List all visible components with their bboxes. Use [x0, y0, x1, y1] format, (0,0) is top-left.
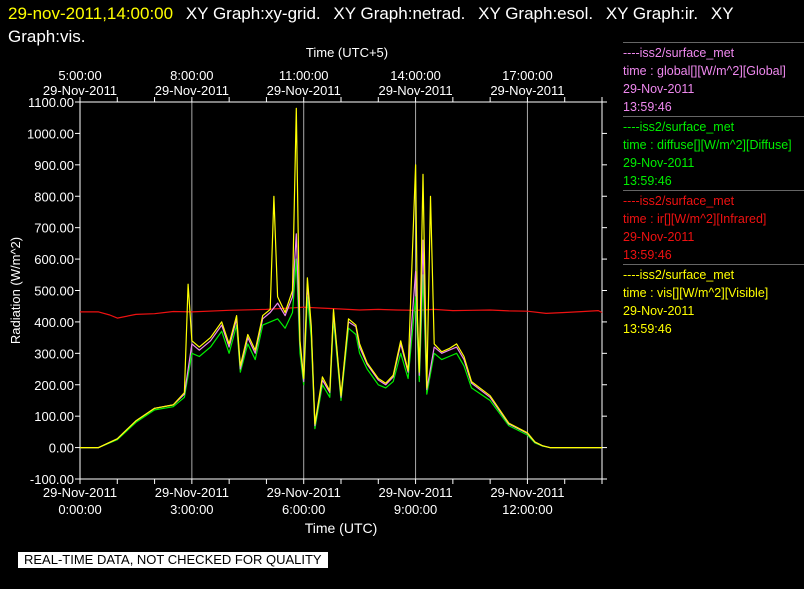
plot-frame	[79, 101, 603, 480]
top-axis-label: Time (UTC+5)	[306, 45, 388, 60]
top-tick-date: 29-Nov-2011	[378, 83, 452, 98]
y-tick-label: 600.00	[34, 252, 74, 267]
legend-date: 29-Nov-2011	[623, 304, 695, 318]
legend-time: 13:59:46	[623, 174, 672, 188]
top-tick-date: 29-Nov-2011	[155, 83, 229, 98]
y-tick-label: 1000.00	[27, 126, 74, 141]
x-axis-label: Time (UTC)	[305, 520, 378, 536]
legend-source: ----iss2/surface_met	[623, 268, 735, 282]
title-bar: 29-nov-2011,14:00:00 XY Graph:xy-grid. X…	[8, 2, 798, 48]
x-tick-date: 29-Nov-2011	[378, 485, 452, 500]
legend: ----iss2/surface_met time : global[][W/m…	[623, 42, 804, 338]
y-tick-label: 800.00	[34, 189, 74, 204]
legend-time: 13:59:46	[623, 100, 672, 114]
y-tick-label: 500.00	[34, 284, 74, 299]
legend-time: 13:59:46	[623, 248, 672, 262]
x-tick-time: 12:00:00	[502, 502, 553, 517]
y-axis-label: Radiation (W/m^2)	[8, 237, 23, 344]
legend-source: ----iss2/surface_met	[623, 120, 735, 134]
x-tick-date: 29-Nov-2011	[267, 485, 341, 500]
top-tick-time: 5:00:00	[58, 68, 101, 83]
timestamp: 29-nov-2011,14:00:00	[8, 4, 174, 23]
top-tick-date: 29-Nov-2011	[267, 83, 341, 98]
x-tick-date: 29-Nov-2011	[43, 485, 117, 500]
x-tick-time: 0:00:00	[58, 502, 101, 517]
legend-date: 29-Nov-2011	[623, 230, 695, 244]
legend-source: ----iss2/surface_met	[623, 194, 735, 208]
graph-label: XY Graph:esol.	[478, 4, 594, 23]
legend-entry-ir[interactable]: ----iss2/surface_met time : ir[][W/m^2][…	[623, 190, 804, 264]
y-tick-label: 400.00	[34, 315, 74, 330]
legend-entry-vis[interactable]: ----iss2/surface_met time : vis[][W/m^2]…	[623, 264, 804, 338]
graph-label: XY Graph:netrad.	[333, 4, 466, 23]
series-line-vis	[80, 107, 602, 449]
top-tick-time: 17:00:00	[502, 68, 553, 83]
y-tick-label: 100.00	[34, 409, 74, 424]
series-line-diffuse	[80, 258, 602, 449]
top-tick-time: 8:00:00	[170, 68, 213, 83]
y-tick-label: 700.00	[34, 221, 74, 236]
x-tick-time: 6:00:00	[282, 502, 325, 517]
graph-label: XY Graph:vis.	[8, 4, 734, 46]
series-line-global	[80, 233, 602, 449]
x-tick-time: 3:00:00	[170, 502, 213, 517]
legend-label: time : diffuse[][W/m^2][Diffuse]	[623, 138, 792, 152]
top-tick-date: 29-Nov-2011	[490, 83, 564, 98]
legend-label: time : global[][W/m^2][Global]	[623, 64, 786, 78]
x-tick-date: 29-Nov-2011	[490, 485, 564, 500]
legend-date: 29-Nov-2011	[623, 82, 695, 96]
series-line-ir	[80, 306, 603, 319]
y-tick-label: 300.00	[34, 346, 74, 361]
graph-label: XY Graph:xy-grid.	[185, 4, 321, 23]
quality-notice: REAL-TIME DATA, NOT CHECKED FOR QUALITY	[18, 552, 328, 568]
graph-label: XY Graph:ir.	[605, 4, 699, 23]
y-tick-label: 200.00	[34, 378, 74, 393]
legend-date: 29-Nov-2011	[623, 156, 695, 170]
y-tick-label: 0.00	[49, 441, 74, 456]
legend-label: time : vis[][W/m^2][Visible]	[623, 286, 769, 300]
legend-entry-global[interactable]: ----iss2/surface_met time : global[][W/m…	[623, 42, 804, 116]
top-tick-time: 11:00:00	[279, 68, 329, 83]
top-tick-time: 14:00:00	[390, 68, 441, 83]
legend-entry-diffuse[interactable]: ----iss2/surface_met time : diffuse[][W/…	[623, 116, 804, 190]
legend-time: 13:59:46	[623, 322, 672, 336]
y-tick-label: 1100.00	[28, 95, 74, 110]
legend-label: time : ir[][W/m^2][Infrared]	[623, 212, 767, 226]
y-tick-label: 900.00	[34, 158, 74, 173]
x-tick-time: 9:00:00	[394, 502, 437, 517]
legend-source: ----iss2/surface_met	[623, 46, 735, 60]
x-tick-date: 29-Nov-2011	[155, 485, 229, 500]
top-tick-date: 29-Nov-2011	[43, 83, 117, 98]
y-tick-label: -100.00	[30, 472, 74, 487]
